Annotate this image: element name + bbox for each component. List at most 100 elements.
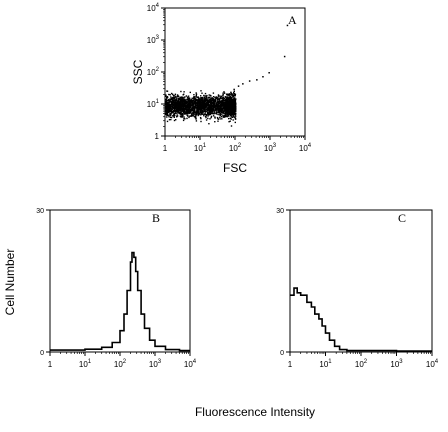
panel-a-event-point bbox=[166, 114, 168, 116]
panel-a-event-point bbox=[175, 119, 177, 121]
panel-a-event-point bbox=[184, 118, 186, 120]
panel-a-event-point bbox=[174, 108, 176, 110]
panel-a-event-point bbox=[186, 102, 188, 104]
panel-a-event-point bbox=[171, 106, 173, 108]
panel-a-event-point bbox=[219, 110, 222, 112]
panel-a-event-point bbox=[219, 113, 221, 115]
panel-a-event-point bbox=[205, 116, 207, 119]
panel-a-event-point bbox=[180, 90, 182, 93]
panel-a-event-point bbox=[181, 97, 184, 99]
panel-a-event-point bbox=[192, 112, 194, 114]
panel-a-event-point bbox=[195, 118, 197, 120]
panel-a-event-point bbox=[192, 107, 194, 110]
panel-a-event-point bbox=[212, 105, 214, 107]
panel-a-event-point bbox=[165, 102, 168, 104]
panel-a-event-point bbox=[205, 115, 208, 117]
panel-a-event-point bbox=[217, 117, 219, 120]
panel-a-event-point bbox=[201, 107, 203, 110]
panel-a-event-point bbox=[216, 97, 218, 100]
panel-a-event-point bbox=[230, 106, 232, 108]
panel-a-event-point bbox=[232, 107, 234, 109]
panel-a-event-point bbox=[172, 97, 174, 99]
panel-a-event-point bbox=[165, 99, 167, 101]
panel-a-event-point bbox=[187, 108, 190, 111]
panel-a-event-point bbox=[205, 102, 207, 104]
panel-a-event-point bbox=[175, 107, 178, 109]
panel-a-event-point bbox=[227, 107, 230, 109]
panel-a-event-point bbox=[192, 114, 195, 116]
panel-a-event-point bbox=[171, 112, 173, 114]
panel-a-event-point bbox=[197, 109, 200, 111]
panel-a-event-point bbox=[229, 93, 231, 95]
panel-a-event-point bbox=[168, 100, 170, 102]
panel-a-event-point bbox=[171, 101, 173, 104]
panel-a-event-point bbox=[186, 106, 189, 108]
panel-a-event-point bbox=[193, 102, 196, 104]
panel-a-event-point bbox=[210, 97, 212, 99]
panel-a-event-point bbox=[218, 101, 220, 104]
panel-a-event-point bbox=[230, 105, 232, 107]
panel-a-event-point bbox=[224, 110, 227, 112]
panel-a-event-point bbox=[234, 110, 236, 112]
panel-a-event-point bbox=[211, 106, 213, 108]
panel-a-event-point bbox=[232, 100, 234, 102]
panel-a-event-point bbox=[206, 104, 208, 106]
panel-a-event-point bbox=[224, 115, 227, 118]
panel-a-event-point bbox=[201, 104, 204, 106]
panel-a-event-point bbox=[185, 99, 187, 101]
panel-a-event-point bbox=[176, 106, 178, 108]
panel-a-event-point bbox=[217, 109, 219, 111]
panel-a-event-point bbox=[168, 114, 170, 116]
panel-a-event-point bbox=[212, 112, 214, 115]
panel-b-x-tick-label: 102 bbox=[114, 359, 127, 369]
panel-a-event-point bbox=[178, 102, 180, 105]
panel-a-event-point bbox=[232, 114, 234, 116]
panel-a-event-point bbox=[168, 93, 170, 96]
panel-a-event-point bbox=[218, 114, 221, 116]
panel-a-event-point bbox=[232, 119, 234, 121]
panel-a-event-point bbox=[218, 103, 220, 106]
panel-a-event-point bbox=[186, 109, 188, 112]
panel-a-event-point bbox=[210, 112, 212, 114]
panel-a-event-point bbox=[200, 108, 202, 110]
panel-a-event-point bbox=[170, 92, 173, 95]
panel-a-event-point bbox=[191, 105, 193, 107]
panel-a-event-point bbox=[199, 97, 201, 99]
panel-a-event-point bbox=[185, 104, 187, 107]
panel-a-event-point bbox=[224, 96, 226, 98]
panel-a-event-point bbox=[210, 104, 212, 106]
panel-a-event-point bbox=[226, 102, 228, 104]
panel-a-event-point bbox=[167, 104, 170, 106]
panel-a-event-point bbox=[206, 101, 208, 104]
panel-a-event-point bbox=[199, 104, 201, 107]
panel-a-event-point bbox=[183, 103, 185, 105]
panel-a-event-point bbox=[170, 104, 172, 106]
panel-a-event-point bbox=[188, 98, 191, 100]
panel-a-event-point bbox=[228, 106, 230, 109]
panel-a-event-point bbox=[179, 100, 181, 103]
panel-a-event-point bbox=[176, 102, 178, 104]
panel-a-event-point bbox=[175, 96, 177, 98]
panel-a-event-point bbox=[186, 105, 188, 107]
panel-a-event-point bbox=[184, 111, 186, 113]
panel-a-event-point bbox=[196, 112, 199, 114]
panel-a-event-point bbox=[195, 92, 197, 94]
panel-a-event-point bbox=[229, 107, 232, 109]
panel-a-event-point bbox=[206, 108, 209, 110]
panel-a-event-point bbox=[207, 106, 209, 109]
panel-a-event-point bbox=[197, 96, 199, 98]
panel-a-event-point bbox=[170, 106, 172, 109]
panel-a-y-tick-label: 104 bbox=[147, 3, 160, 13]
panel-a-event-point bbox=[210, 116, 212, 119]
panel-a-event-point bbox=[166, 113, 168, 115]
panel-a-event-point bbox=[224, 101, 226, 103]
panel-a-event-point bbox=[217, 104, 219, 106]
panel-a-event-point bbox=[224, 99, 226, 102]
panel-a-event-point bbox=[232, 103, 235, 105]
panel-a-event-point bbox=[194, 100, 196, 102]
panel-a-event-point bbox=[188, 116, 190, 119]
panel-a-event-point bbox=[165, 105, 167, 108]
panel-a-event-point bbox=[194, 99, 196, 101]
panel-a-event-point bbox=[182, 110, 185, 113]
panel-a-event-point bbox=[173, 113, 175, 116]
